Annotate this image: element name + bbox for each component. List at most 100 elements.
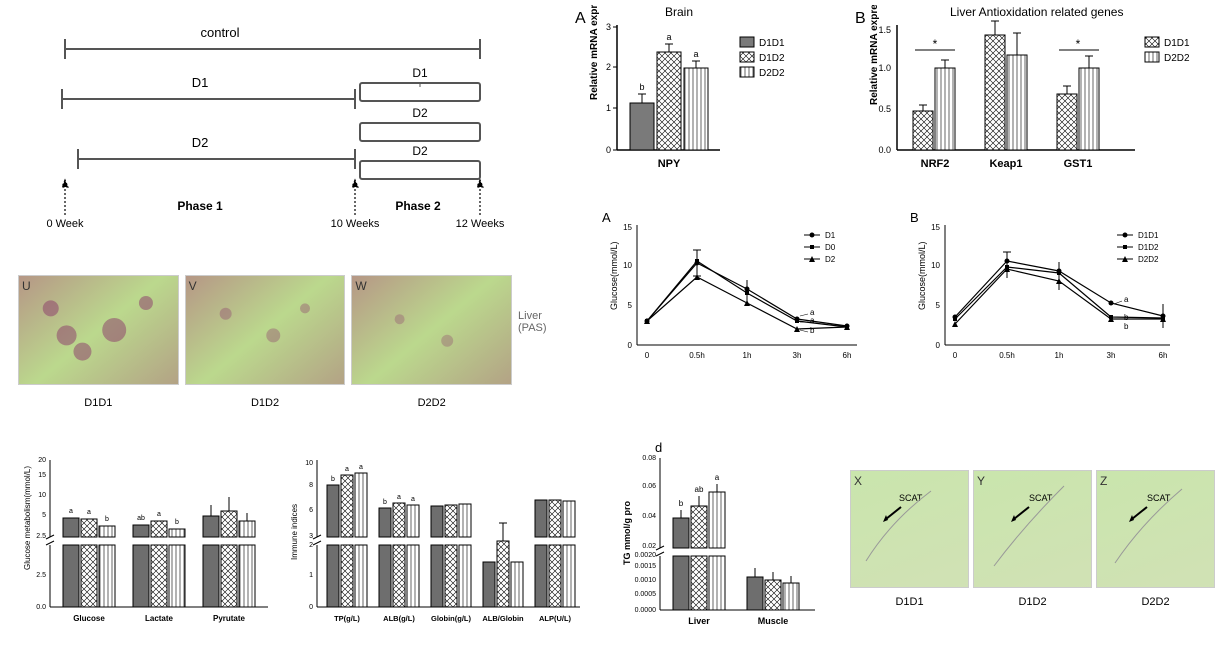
svg-text:D2: D2 bbox=[192, 135, 209, 150]
svg-text:Liver: Liver bbox=[688, 616, 710, 626]
svg-text:Glucose(mmol/L): Glucose(mmol/L) bbox=[609, 241, 619, 310]
svg-text:ALB(g/L): ALB(g/L) bbox=[383, 614, 415, 623]
svg-text:GST1: GST1 bbox=[1064, 158, 1093, 170]
pas-caption-2: D1D2 bbox=[185, 397, 346, 409]
svg-text:*: * bbox=[1076, 37, 1081, 51]
svg-text:0: 0 bbox=[645, 351, 650, 360]
svg-text:0: 0 bbox=[936, 341, 941, 350]
svg-text:D1D1: D1D1 bbox=[1138, 231, 1159, 240]
svg-text:5: 5 bbox=[42, 512, 46, 519]
svg-text:0: 0 bbox=[309, 604, 313, 611]
svg-text:ab: ab bbox=[137, 515, 145, 522]
svg-text:a: a bbox=[810, 316, 815, 325]
svg-text:Immune indices: Immune indices bbox=[290, 504, 299, 560]
svg-text:a: a bbox=[715, 473, 720, 482]
pas-caption-3: D2D2 bbox=[351, 397, 512, 409]
svg-text:0.08: 0.08 bbox=[642, 455, 656, 462]
panel-label-B: B bbox=[855, 10, 866, 28]
svg-text:0.04: 0.04 bbox=[642, 513, 656, 520]
svg-text:D1D2: D1D2 bbox=[1138, 243, 1159, 252]
svg-text:20: 20 bbox=[38, 457, 46, 464]
svg-text:D1D1: D1D1 bbox=[1164, 38, 1190, 49]
micrograph-U: U bbox=[18, 275, 179, 385]
svg-text:D1: D1 bbox=[825, 231, 836, 240]
immune-indices-chart: Immune indices 012 36810 baa baa bbox=[285, 445, 585, 635]
svg-text:Keap1: Keap1 bbox=[989, 158, 1022, 170]
svg-text:2: 2 bbox=[606, 62, 611, 72]
svg-text:*: * bbox=[933, 37, 938, 51]
svg-text:0.0000: 0.0000 bbox=[635, 607, 657, 614]
svg-text:15: 15 bbox=[931, 223, 940, 232]
svg-text:0.0005: 0.0005 bbox=[635, 591, 657, 598]
svg-text:3h: 3h bbox=[793, 351, 802, 360]
svg-text:2.5: 2.5 bbox=[36, 572, 46, 579]
svg-text:Glucose: Glucose bbox=[73, 614, 105, 623]
svg-text:NPY: NPY bbox=[658, 158, 681, 170]
svg-text:0.06: 0.06 bbox=[642, 483, 656, 490]
svg-text:TP(g/L): TP(g/L) bbox=[334, 614, 360, 623]
scat-cap-1: D1D1 bbox=[850, 596, 969, 608]
svg-text:D2: D2 bbox=[412, 144, 428, 158]
timeline-control-label: control bbox=[200, 25, 239, 40]
svg-text:a: a bbox=[157, 511, 161, 518]
micrograph-V: V bbox=[185, 275, 346, 385]
svg-text:b: b bbox=[679, 499, 684, 508]
svg-text:ALB/Globin: ALB/Globin bbox=[482, 614, 524, 623]
svg-text:a: a bbox=[87, 509, 91, 516]
svg-text:Muscle: Muscle bbox=[758, 616, 789, 626]
svg-text:a: a bbox=[359, 464, 363, 471]
brain-chart: A Brain Relative mRNA expression 0 1 2 3… bbox=[575, 5, 830, 185]
svg-text:10: 10 bbox=[305, 460, 313, 467]
svg-text:6h: 6h bbox=[1159, 351, 1168, 360]
svg-text:D1: D1 bbox=[412, 66, 428, 80]
svg-text:Glucose metabolism(mmol/L): Glucose metabolism(mmol/L) bbox=[23, 466, 32, 570]
svg-text:D0: D0 bbox=[825, 243, 836, 252]
svg-text:0.02: 0.02 bbox=[642, 543, 656, 550]
svg-text:a: a bbox=[411, 496, 415, 503]
svg-text:3: 3 bbox=[309, 533, 313, 540]
svg-text:1h: 1h bbox=[1055, 351, 1064, 360]
svg-text:0.5: 0.5 bbox=[878, 104, 891, 114]
brain-title: Brain bbox=[665, 5, 693, 19]
glucose-curve-B: B Glucose(mmol/L) 051015 0 0.5h 1h 3h 6h… bbox=[910, 210, 1210, 380]
glucose-metabolism-chart: Glucose metabolism(mmol/L) 0.0 2.5 2.5 5… bbox=[18, 445, 278, 635]
svg-text:b: b bbox=[639, 82, 644, 92]
micrograph-Z: Z SCAT bbox=[1096, 470, 1215, 588]
svg-text:D2D2: D2D2 bbox=[1138, 255, 1159, 264]
svg-text:ALP(U/L): ALP(U/L) bbox=[539, 614, 572, 623]
timeline-diagram: control D1 D1 D2 D2 D2 0 Week Phase 1 10… bbox=[20, 15, 530, 230]
svg-text:6: 6 bbox=[309, 507, 313, 514]
svg-text:NRF2: NRF2 bbox=[921, 158, 950, 170]
svg-text:Relative mRNA expression: Relative mRNA expression bbox=[869, 5, 880, 105]
svg-text:10: 10 bbox=[38, 492, 46, 499]
svg-text:b: b bbox=[383, 499, 387, 506]
svg-text:0: 0 bbox=[606, 145, 611, 155]
svg-text:3: 3 bbox=[606, 22, 611, 32]
scat-cap-3: D2D2 bbox=[1096, 596, 1215, 608]
svg-text:Phase 1: Phase 1 bbox=[177, 199, 223, 213]
svg-text:Pyrutate: Pyrutate bbox=[213, 614, 246, 623]
svg-text:D2: D2 bbox=[412, 106, 428, 120]
micrograph-W: W bbox=[351, 275, 512, 385]
svg-text:b: b bbox=[331, 476, 335, 483]
svg-text:Globin(g/L): Globin(g/L) bbox=[431, 614, 471, 623]
svg-text:D2D2: D2D2 bbox=[1164, 53, 1190, 64]
svg-text:0.0010: 0.0010 bbox=[635, 577, 657, 584]
svg-text:b: b bbox=[810, 326, 815, 335]
panel-label-A: A bbox=[575, 10, 586, 28]
svg-text:1: 1 bbox=[309, 572, 313, 579]
svg-text:Phase 2: Phase 2 bbox=[395, 199, 441, 213]
svg-text:Relative mRNA expression: Relative mRNA expression bbox=[589, 5, 600, 100]
svg-text:1h: 1h bbox=[743, 351, 752, 360]
svg-text:b: b bbox=[1124, 313, 1129, 322]
liver-antiox-title: Liver Antioxidation related genes bbox=[950, 5, 1123, 19]
tg-chart: d TG mmol/g pro 0.0000 0.0005 0.0010 0.0… bbox=[615, 440, 835, 640]
svg-text:0.0020: 0.0020 bbox=[635, 552, 657, 559]
svg-text:ab: ab bbox=[695, 485, 704, 494]
svg-text:b: b bbox=[1124, 322, 1129, 331]
svg-text:1.5: 1.5 bbox=[878, 25, 891, 35]
svg-text:D1: D1 bbox=[192, 75, 209, 90]
svg-text:0.5h: 0.5h bbox=[689, 351, 705, 360]
svg-text:0.0: 0.0 bbox=[878, 145, 891, 155]
svg-text:1: 1 bbox=[606, 103, 611, 113]
